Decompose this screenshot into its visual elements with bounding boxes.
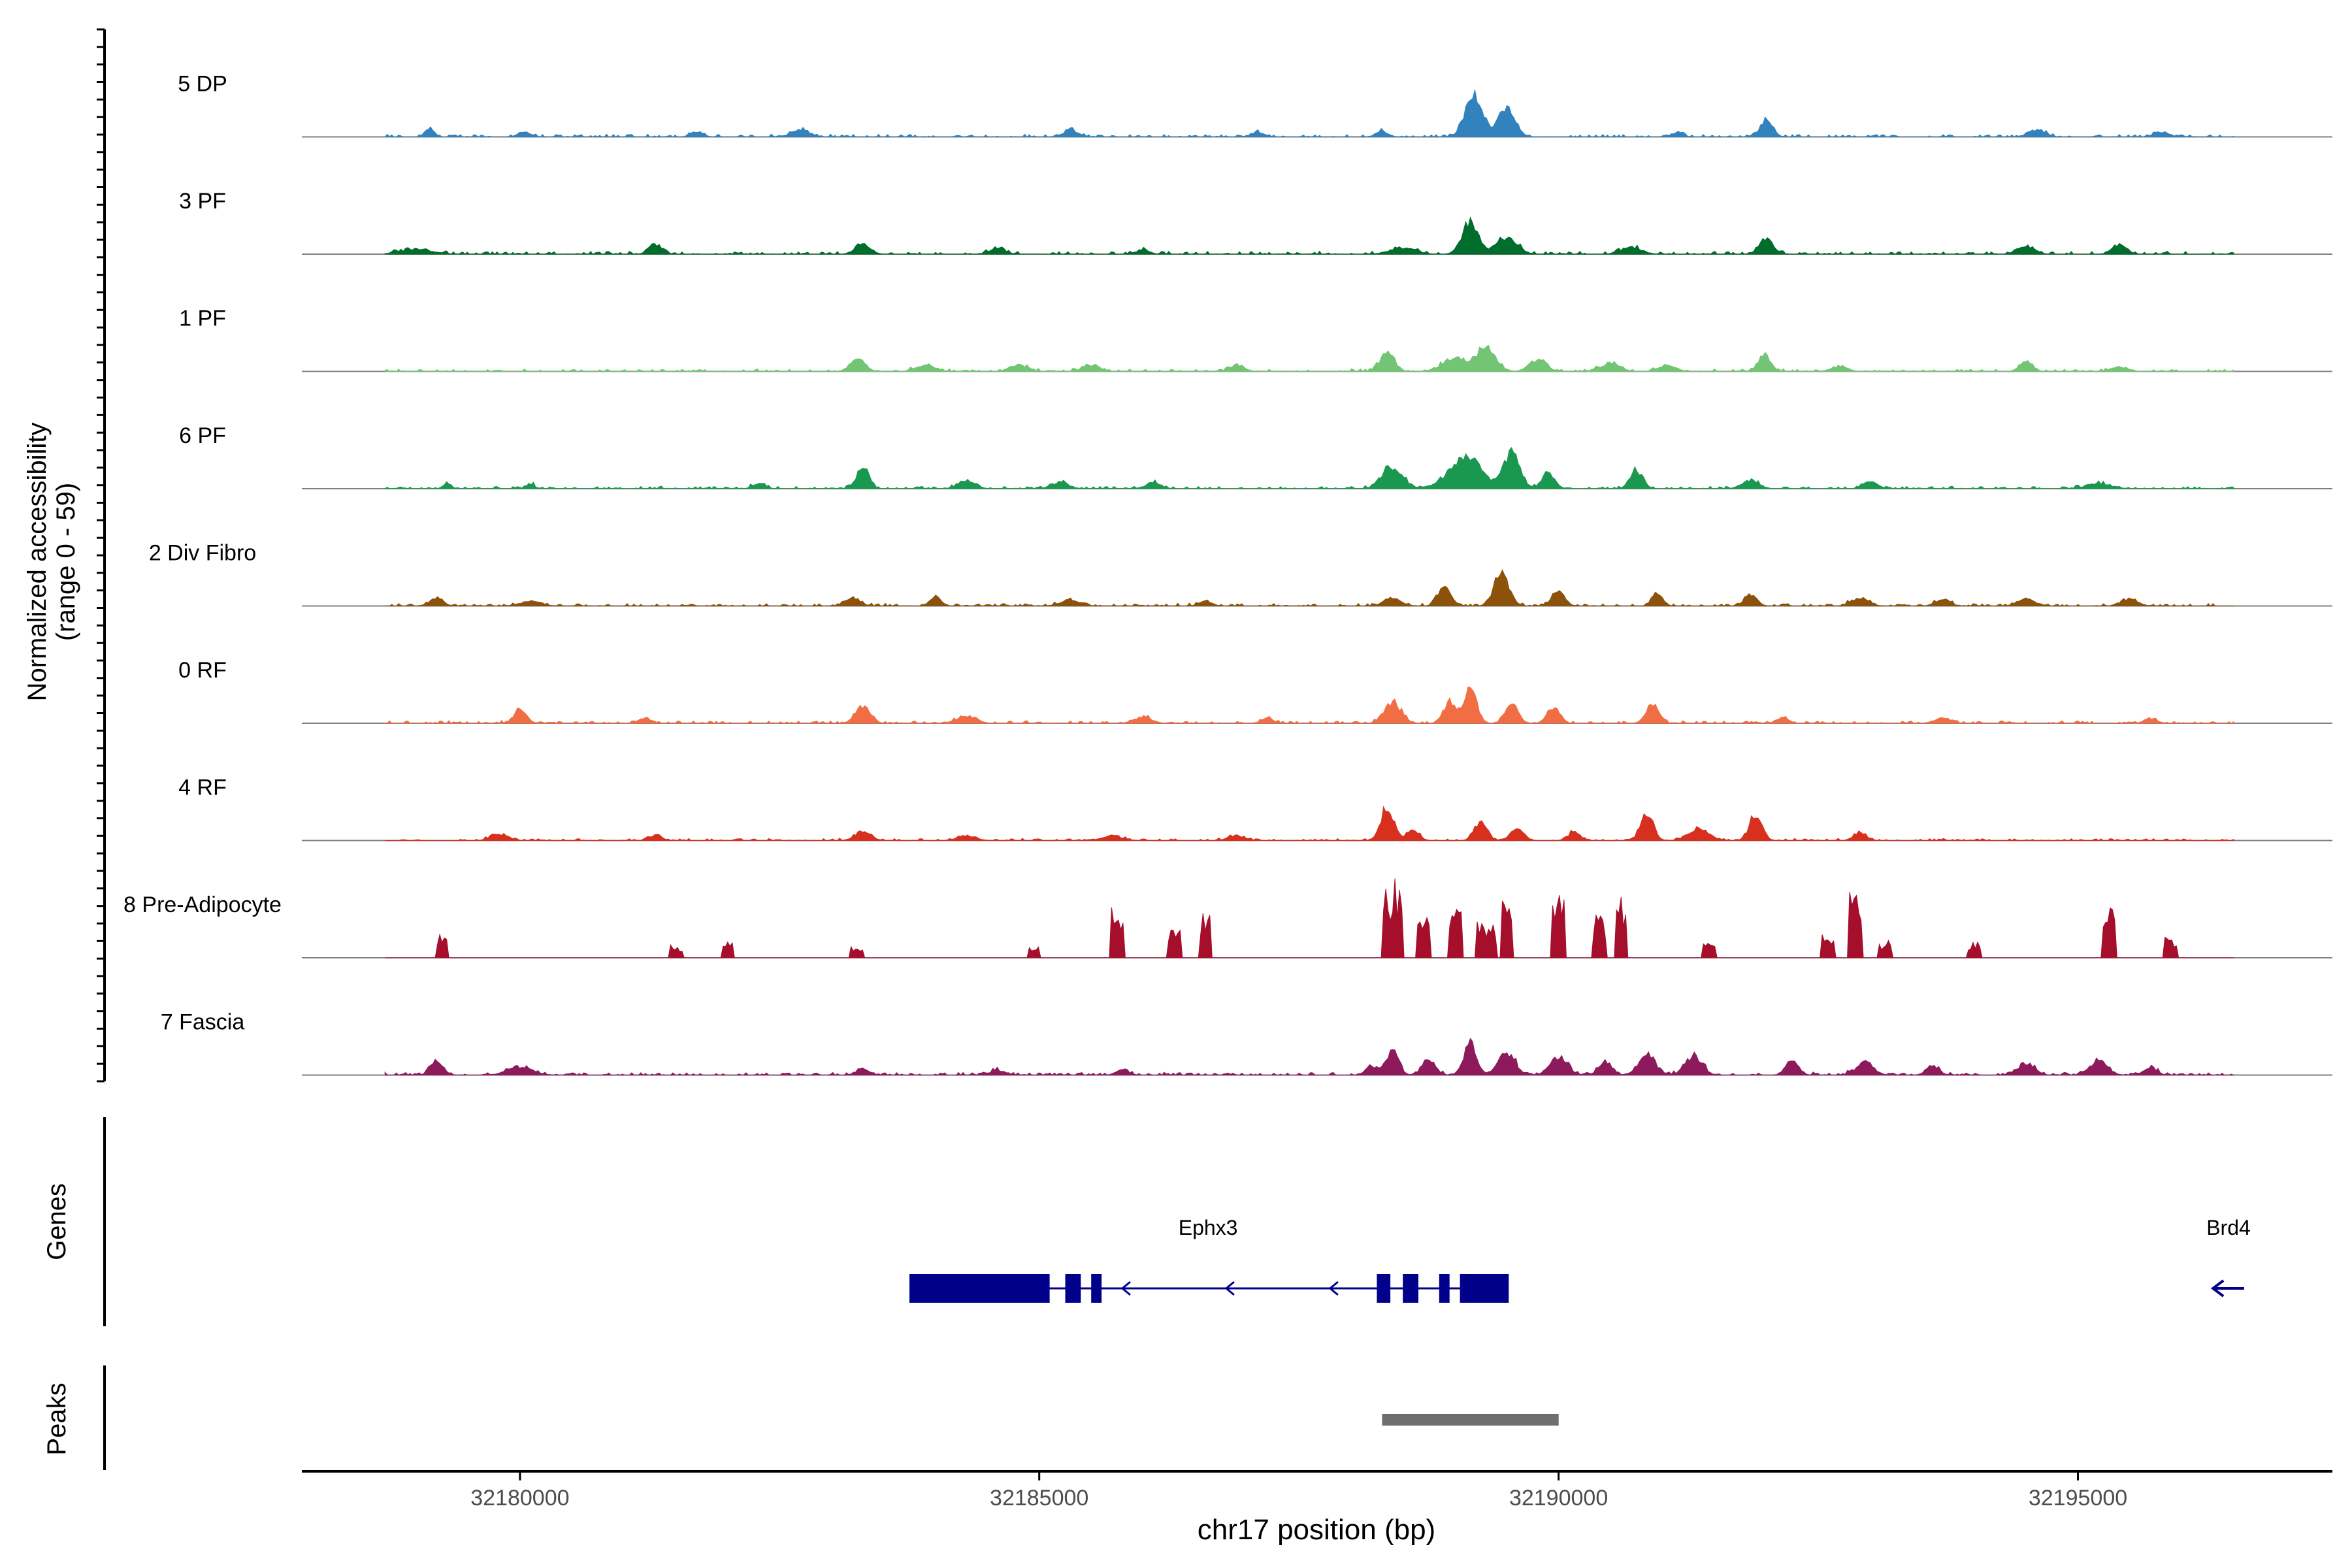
x-tick-label: 32180000 [470, 1486, 569, 1511]
track-2-div-fibro: 2 Div Fibro [149, 541, 2332, 607]
coverage-tracks: 5 DP 3 PF 1 PF 6 PF 2 Div Fibro 0 RF 4 RF 8 Pre… [123, 72, 2332, 1076]
track-label: 5 DP [178, 72, 227, 97]
x-axis-ticks: 32180000 32185000 32190000 32195000 [470, 1471, 2127, 1511]
exon [1460, 1274, 1509, 1303]
track-6-pf: 6 PF [179, 423, 2332, 489]
track-7-fascia: 7 Fascia [161, 1010, 2332, 1076]
x-tick-label: 32195000 [2029, 1486, 2127, 1511]
exon [1377, 1274, 1391, 1303]
coverage-area [385, 806, 2234, 841]
peaks-track [1382, 1414, 1559, 1426]
exon [909, 1274, 1050, 1303]
x-axis-title: chr17 position (bp) [1198, 1514, 1435, 1546]
gene-ephx3: Ephx3 [909, 1216, 1509, 1303]
track-0-rf: 0 RF [178, 658, 2332, 724]
track-label: 4 RF [178, 776, 227, 800]
strand-arrow [1328, 1281, 1339, 1296]
track-5-dp: 5 DP [178, 72, 2332, 138]
exon [1403, 1274, 1418, 1303]
coverage-area [385, 878, 2234, 958]
genes-track: Ephx3 Brd4 [909, 1216, 2251, 1303]
peak-region [1382, 1414, 1559, 1426]
strand-arrow [1224, 1281, 1235, 1296]
coverage-area [384, 447, 2234, 489]
x-tick-label: 32185000 [990, 1486, 1088, 1511]
genes-panel-label: Genes [42, 1183, 71, 1260]
exon [1065, 1274, 1081, 1303]
gene-brd4: Brd4 [2206, 1216, 2251, 1298]
coverage-area [384, 686, 2234, 724]
track-label: 1 PF [179, 306, 226, 331]
y-axis-title: Normalized accessibility [23, 423, 52, 702]
track-3-pf: 3 PF [179, 189, 2332, 255]
track-8-pre-adipocyte: 8 Pre-Adipocyte [123, 878, 2332, 958]
coverage-area [384, 216, 2234, 255]
exon [1439, 1274, 1450, 1303]
track-label: 8 Pre-Adipocyte [123, 892, 282, 917]
track-label: 7 Fascia [161, 1010, 245, 1035]
track-label: 6 PF [179, 423, 226, 448]
strand-arrow [2210, 1279, 2225, 1298]
track-label: 0 RF [178, 658, 227, 683]
track-label: 2 Div Fibro [149, 541, 256, 566]
coverage-area [384, 1037, 2234, 1076]
coverage-area [385, 568, 2234, 607]
track-4-rf: 4 RF [178, 776, 2332, 841]
coverage-area [384, 344, 2234, 372]
y-axis [97, 28, 106, 1083]
strand-arrow [1120, 1281, 1131, 1296]
track-1-pf: 1 PF [179, 306, 2332, 372]
y-axis-range: (range 0 - 59) [52, 483, 80, 641]
gene-label: Brd4 [2206, 1216, 2251, 1239]
peaks-panel-label: Peaks [42, 1382, 71, 1455]
x-tick-label: 32190000 [1509, 1486, 1608, 1511]
coverage-area [384, 90, 2234, 138]
exon [1091, 1274, 1102, 1303]
track-label: 3 PF [179, 189, 226, 214]
gene-label: Ephx3 [1179, 1216, 1238, 1239]
